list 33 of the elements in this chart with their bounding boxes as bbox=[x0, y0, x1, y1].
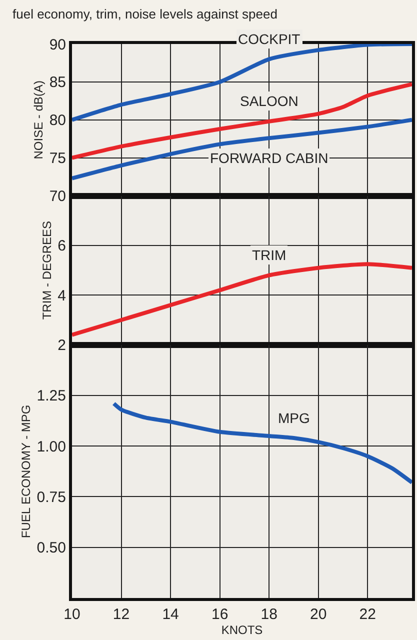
line-series bbox=[72, 262, 412, 337]
x-tick-label: 14 bbox=[162, 606, 179, 623]
y-tick-label: 6 bbox=[58, 238, 66, 255]
y-tick-label: 70 bbox=[49, 188, 66, 206]
x-tick-label: 12 bbox=[112, 606, 130, 623]
series-label: COCKPIT bbox=[238, 31, 301, 47]
chart-title: fuel economy, trim, noise levels against speed bbox=[12, 6, 278, 22]
y-tick-label: 0.75 bbox=[36, 488, 66, 506]
line-series bbox=[112, 402, 412, 485]
x-tick-label: 16 bbox=[211, 606, 228, 623]
y-tick-label: 4 bbox=[58, 287, 66, 304]
x-tick-label: 20 bbox=[310, 606, 327, 623]
y-tick-label: 75 bbox=[49, 150, 66, 168]
line-series bbox=[72, 44, 412, 122]
y-tick-label: 85 bbox=[49, 74, 66, 92]
y-axis-title: NOISE - dB(A) bbox=[32, 80, 46, 160]
x-axis-title: KNOTS bbox=[221, 623, 263, 637]
y-tick-label: 1.25 bbox=[36, 388, 66, 405]
series-label: SALOON bbox=[240, 93, 298, 109]
series-label: FORWARD CABIN bbox=[210, 150, 328, 166]
y-tick-label: 90 bbox=[49, 36, 66, 54]
line-series bbox=[72, 118, 412, 180]
x-tick-label: 10 bbox=[64, 606, 80, 623]
series-label: TRIM bbox=[252, 247, 286, 263]
y-tick-label: 0.50 bbox=[36, 540, 66, 557]
x-tick-label: 22 bbox=[359, 606, 376, 623]
y-tick-label: 2 bbox=[58, 337, 66, 354]
x-tick-label: 18 bbox=[260, 606, 278, 623]
y-tick-label: 80 bbox=[49, 112, 66, 130]
series-label: MPG bbox=[278, 410, 310, 426]
y-axis-title: FUEL ECONOMY - MPG bbox=[19, 404, 34, 538]
y-axis-title: TRIM - DEGREES bbox=[40, 220, 54, 320]
y-tick-label: 1.00 bbox=[36, 438, 66, 456]
